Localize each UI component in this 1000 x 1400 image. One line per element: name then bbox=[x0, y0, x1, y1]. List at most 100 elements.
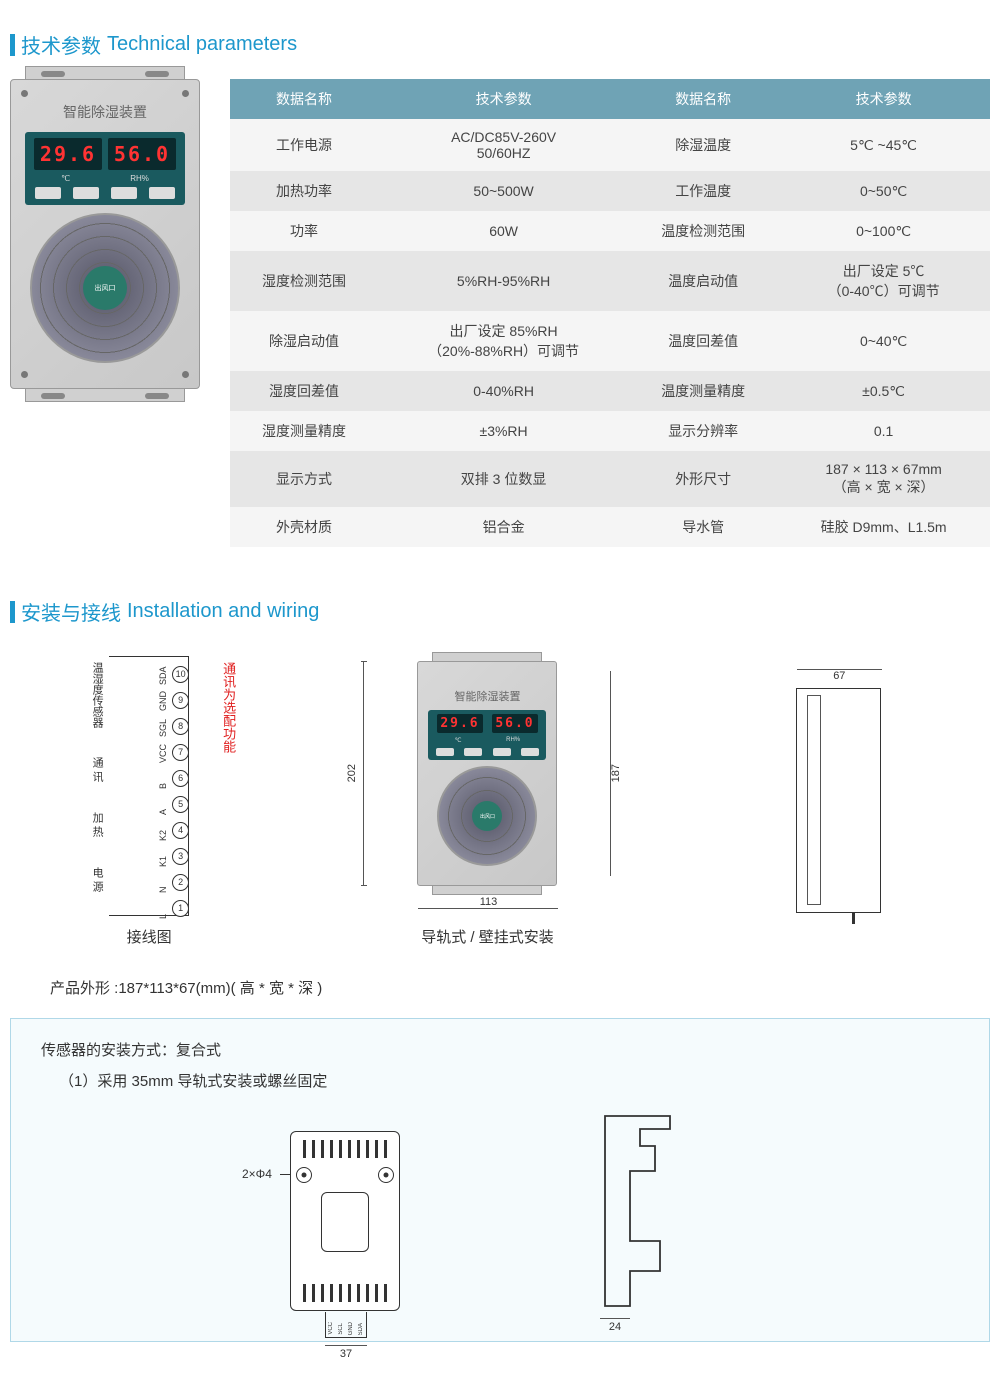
section-title-install: 安装与接线 Installation and wiring bbox=[10, 597, 990, 626]
temp-reading: 29.6 bbox=[34, 138, 102, 170]
device-display: 29.6 56.0 ℃ RH% bbox=[25, 132, 185, 205]
sensor-dim-bottom: 37 bbox=[325, 1345, 367, 1360]
section-zh: 安装与接线 bbox=[21, 597, 121, 626]
hum-unit: RH% bbox=[130, 174, 149, 183]
section-en: Installation and wiring bbox=[127, 600, 319, 623]
table-cell: 导水管 bbox=[629, 507, 777, 547]
table-cell: 60W bbox=[378, 211, 629, 251]
wiring-group-label: 加 热 bbox=[89, 812, 105, 837]
wiring-figure: SDA10GND9SGL8VCC7B6A5K24K13N2L1 温湿度传感器通 … bbox=[109, 656, 189, 947]
table-cell: 0~100℃ bbox=[777, 211, 990, 251]
mount-hole bbox=[296, 1167, 312, 1183]
wiring-caption: 接线图 bbox=[127, 926, 172, 947]
table-cell: 硅胶 D9mm、L1.5m bbox=[777, 507, 990, 547]
dim-depth: 67 bbox=[797, 669, 882, 682]
table-row: 湿度测量精度±3%RH显示分辨率0.1 bbox=[230, 411, 990, 451]
wiring-group-label: 温湿度传感器 bbox=[89, 662, 105, 728]
wiring-terminal: N2 bbox=[158, 871, 189, 893]
wiring-terminal: K24 bbox=[158, 819, 189, 841]
device-fan: 出风口 bbox=[30, 213, 180, 363]
table-cell: 功率 bbox=[230, 211, 378, 251]
wiring-diagram: SDA10GND9SGL8VCC7B6A5K24K13N2L1 温湿度传感器通 … bbox=[109, 656, 189, 916]
th-3: 技术参数 bbox=[777, 79, 990, 119]
rail-dim: 24 bbox=[600, 1318, 630, 1333]
table-cell: 湿度检测范围 bbox=[230, 251, 378, 311]
wiring-terminal: SDA10 bbox=[158, 663, 189, 685]
section-title-params: 技术参数 Technical parameters bbox=[10, 30, 990, 59]
device-label: 智能除湿装置 bbox=[19, 102, 191, 122]
wiring-terminal: A5 bbox=[158, 793, 189, 815]
table-cell: 工作电源 bbox=[230, 119, 378, 171]
bracket-bottom bbox=[25, 388, 185, 402]
table-cell: 外形尺寸 bbox=[629, 451, 777, 507]
section-bar bbox=[10, 34, 15, 56]
table-cell: 工作温度 bbox=[629, 171, 777, 211]
side-figure: 67 bbox=[786, 688, 891, 947]
section-bar bbox=[10, 601, 15, 623]
fan-center-label: 出风口 bbox=[83, 266, 127, 310]
dim-height-outer: 202 bbox=[363, 661, 364, 886]
sensor-connector: VCC SCL GND SDA bbox=[325, 1312, 367, 1338]
table-cell: 出厂设定 85%RH （20%-88%RH）可调节 bbox=[378, 311, 629, 371]
device-illustration: 智能除湿装置 29.6 56.0 ℃ RH% 出风口 bbox=[10, 79, 200, 389]
th-0: 数据名称 bbox=[230, 79, 378, 119]
mount-front-figure: 202 智能除湿装置 29.6 56.0 ℃RH% bbox=[387, 661, 587, 947]
wiring-terminal: VCC7 bbox=[158, 741, 189, 763]
table-row: 功率60W温度检测范围0~100℃ bbox=[230, 211, 990, 251]
table-cell: 5℃ ~45℃ bbox=[777, 119, 990, 171]
table-cell: 铝合金 bbox=[378, 507, 629, 547]
wiring-terminal: SGL8 bbox=[158, 715, 189, 737]
params-table: 数据名称 技术参数 数据名称 技术参数 工作电源AC/DC85V-260V 50… bbox=[230, 79, 990, 547]
sensor-box: 传感器的安装方式：复合式 （1）采用 35mm 导轨式安装或螺丝固定 2×Φ4 bbox=[10, 1018, 990, 1342]
table-row: 湿度检测范围5%RH-95%RH温度启动值出厂设定 5℃ （0-40℃）可调节 bbox=[230, 251, 990, 311]
sensor-title: 传感器的安装方式：复合式 bbox=[41, 1039, 959, 1060]
table-cell: 温度测量精度 bbox=[629, 371, 777, 411]
table-row: 加热功率50~500W工作温度0~50℃ bbox=[230, 171, 990, 211]
table-cell: 50~500W bbox=[378, 171, 629, 211]
table-cell: 除湿温度 bbox=[629, 119, 777, 171]
dim-width: 113 bbox=[418, 892, 558, 909]
table-cell: 出厂设定 5℃ （0-40℃）可调节 bbox=[777, 251, 990, 311]
table-cell: AC/DC85V-260V 50/60HZ bbox=[378, 119, 629, 171]
product-image: 智能除湿装置 29.6 56.0 ℃ RH% 出风口 bbox=[10, 79, 210, 389]
table-row: 显示方式双排 3 位数显外形尺寸187 × 113 × 67mm （高 × 宽 … bbox=[230, 451, 990, 507]
table-row: 湿度回差值0-40%RH温度测量精度±0.5℃ bbox=[230, 371, 990, 411]
table-cell: 温度启动值 bbox=[629, 251, 777, 311]
wiring-terminal: GND9 bbox=[158, 689, 189, 711]
table-cell: ±3%RH bbox=[378, 411, 629, 451]
table-cell: 除湿启动值 bbox=[230, 311, 378, 371]
wiring-terminal: B6 bbox=[158, 767, 189, 789]
temp-unit: ℃ bbox=[61, 174, 70, 183]
dim-height-inner: 187 bbox=[610, 671, 611, 876]
table-row: 外壳材质铝合金导水管硅胶 D9mm、L1.5m bbox=[230, 507, 990, 547]
table-cell: 0~50℃ bbox=[777, 171, 990, 211]
phi-label: 2×Φ4 bbox=[242, 1167, 272, 1181]
table-cell: 显示方式 bbox=[230, 451, 378, 507]
rail-profile: 24 bbox=[600, 1111, 710, 1311]
table-cell: 187 × 113 × 67mm （高 × 宽 × 深） bbox=[777, 451, 990, 507]
sensor-sub: （1）采用 35mm 导轨式安装或螺丝固定 bbox=[59, 1070, 959, 1091]
th-2: 数据名称 bbox=[629, 79, 777, 119]
wiring-terminal: L1 bbox=[158, 897, 189, 919]
table-cell: 湿度回差值 bbox=[230, 371, 378, 411]
table-cell: 加热功率 bbox=[230, 171, 378, 211]
mount-hole bbox=[378, 1167, 394, 1183]
table-cell: 双排 3 位数显 bbox=[378, 451, 629, 507]
table-row: 工作电源AC/DC85V-260V 50/60HZ除湿温度5℃ ~45℃ bbox=[230, 119, 990, 171]
dim-device: 智能除湿装置 29.6 56.0 ℃RH% bbox=[417, 661, 557, 886]
section-zh: 技术参数 bbox=[21, 30, 101, 59]
wiring-red-note: 通讯为选配功能 bbox=[219, 662, 238, 753]
table-row: 除湿启动值出厂设定 85%RH （20%-88%RH）可调节温度回差值0~40℃ bbox=[230, 311, 990, 371]
wiring-group-label: 电 源 bbox=[89, 867, 105, 892]
table-cell: 0~40℃ bbox=[777, 311, 990, 371]
side-box: 67 bbox=[796, 688, 881, 913]
wiring-group-label: 通 讯 bbox=[89, 757, 105, 782]
wiring-terminal: K13 bbox=[158, 845, 189, 867]
table-cell: 5%RH-95%RH bbox=[378, 251, 629, 311]
bracket-top bbox=[25, 66, 185, 80]
table-cell: 显示分辨率 bbox=[629, 411, 777, 451]
hum-reading: 56.0 bbox=[108, 138, 176, 170]
table-cell: 温度检测范围 bbox=[629, 211, 777, 251]
table-cell: 湿度测量精度 bbox=[230, 411, 378, 451]
mount-caption: 导轨式 / 壁挂式安装 bbox=[421, 926, 554, 947]
